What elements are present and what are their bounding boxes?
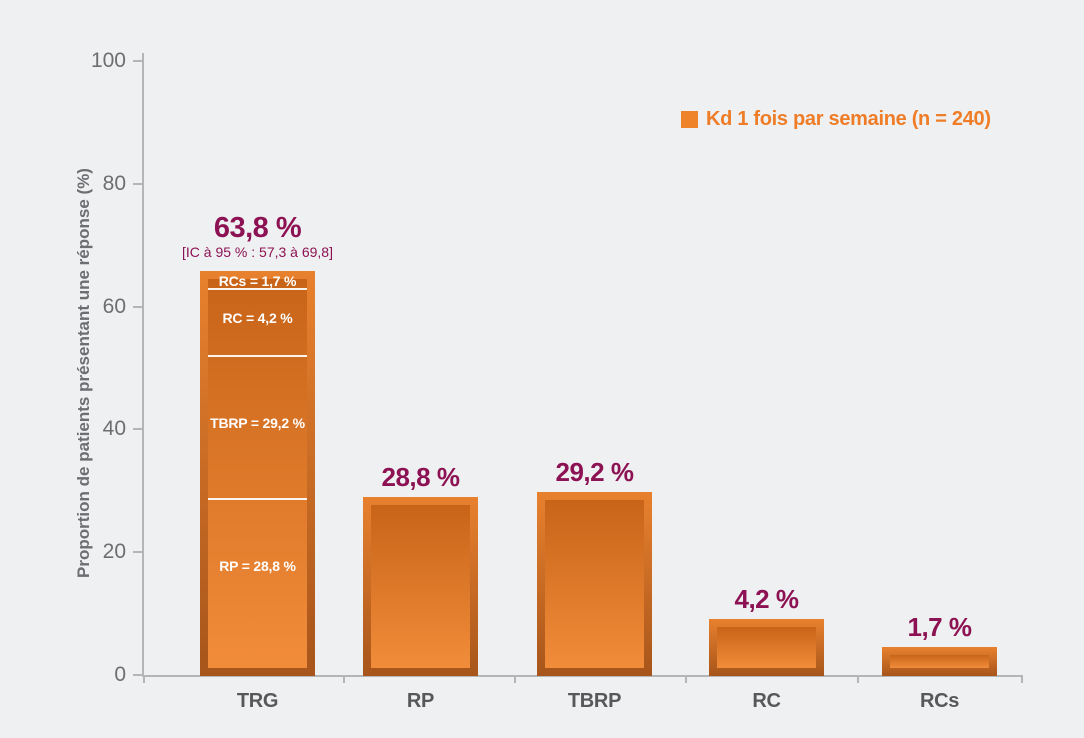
segment-label-tbrp: TBRP = 29,2 % <box>210 415 305 431</box>
bar-trg: RCs = 1,7 % RC = 4,2 % TBRP = 29,2 % RP = 2… <box>200 271 315 676</box>
x-tick-mark <box>343 675 345 683</box>
segment-divider-line <box>208 288 307 290</box>
value-label-tbrp: 29,2 % <box>555 457 634 487</box>
x-tick-mark <box>857 675 859 683</box>
y-tick-label: 20 <box>102 540 126 564</box>
confidence-interval-label: [IC à 95 % : 57,3 à 69,8] <box>182 244 333 260</box>
segment-divider-line <box>208 498 307 500</box>
y-tick-label: 80 <box>102 171 126 195</box>
legend: Kd 1 fois par semaine (n = 240) <box>681 108 991 131</box>
x-category-label-rcs: RCs <box>919 690 960 712</box>
value-label-rp: 28,8 % <box>381 462 460 492</box>
y-tick-label: 100 <box>90 49 126 72</box>
bar-inner-rp <box>371 505 470 668</box>
bar-inner-tbrp <box>545 500 644 668</box>
y-tick-mark <box>133 551 142 554</box>
value-label-trg: 63,8 % <box>213 212 302 244</box>
y-axis-line <box>142 53 144 677</box>
x-category-label-rc: RC <box>752 690 781 712</box>
x-category-label-trg: TRG <box>236 690 279 712</box>
x-tick-mark <box>1021 675 1023 683</box>
y-tick-label: 60 <box>102 294 126 318</box>
legend-swatch-icon <box>681 111 698 128</box>
bar-rp <box>363 497 478 676</box>
x-axis-line <box>142 675 1023 677</box>
segment-label-rp: RP = 28,8 % <box>219 558 296 574</box>
bar-rc <box>709 619 824 676</box>
bar-rcs <box>882 647 997 676</box>
legend-label: Kd 1 fois par semaine (n = 240) <box>706 108 991 130</box>
x-category-label-rp: RP <box>406 690 435 712</box>
segment-divider-line <box>208 355 307 357</box>
y-tick-mark <box>133 60 142 62</box>
bar-inner-trg <box>208 279 307 668</box>
x-category-label-tbrp: TBRP <box>567 690 622 712</box>
y-tick-label: 0 <box>114 663 126 686</box>
y-axis-title: Proportion de patients présentant une ré… <box>74 168 93 578</box>
bar-inner-rc <box>717 627 816 668</box>
y-tick-mark <box>133 428 142 431</box>
x-tick-mark <box>685 675 687 683</box>
segment-label-rc: RC = 4,2 % <box>222 310 293 326</box>
bar-inner-rcs <box>890 655 989 668</box>
y-tick-label: 40 <box>102 417 126 441</box>
segment-label-rcs: RCs = 1,7 % <box>218 273 297 289</box>
value-label-rc: 4,2 % <box>734 584 800 614</box>
x-tick-mark <box>514 675 516 683</box>
x-tick-mark <box>143 675 145 683</box>
y-tick-mark <box>133 305 142 308</box>
y-tick-mark <box>133 674 142 676</box>
value-label-rcs: 1,7 % <box>907 612 973 642</box>
bar-tbrp <box>537 492 652 676</box>
y-tick-mark <box>133 182 142 185</box>
